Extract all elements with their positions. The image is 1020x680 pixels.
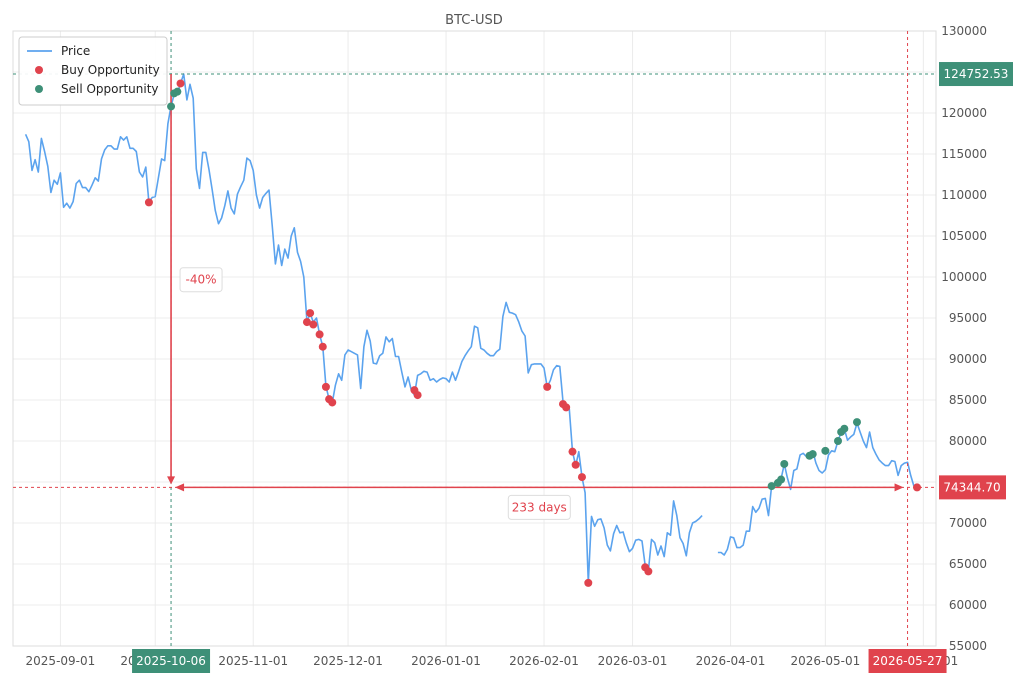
buy-marker — [321, 382, 330, 391]
legend-price-label: Price — [61, 44, 90, 58]
percent-change-box — [179, 267, 223, 293]
grid — [13, 30, 936, 647]
end-date-tag-label: 2026-05-27 — [873, 654, 943, 668]
buy-marker — [584, 578, 593, 587]
buy-marker — [315, 330, 324, 339]
buy-marker — [913, 483, 922, 492]
legend-sell-swatch — [35, 85, 43, 93]
sell-marker — [821, 446, 830, 455]
duration-arrowhead-left — [175, 483, 185, 492]
price-series — [24, 73, 918, 584]
x-tick-label: 2026-05-01 — [790, 654, 860, 668]
buy-marker — [176, 79, 185, 88]
y-tick-label: 60000 — [949, 598, 987, 612]
y-tick-label: 120000 — [941, 106, 987, 120]
sell-marker — [167, 102, 176, 111]
peak-price-tag-label: 124752.53 — [944, 67, 1009, 81]
duration-arrowhead-right — [894, 483, 904, 492]
sell-marker — [834, 437, 843, 445]
y-tick-label: 80000 — [949, 434, 987, 448]
plot-frame — [12, 30, 937, 647]
sell-marker — [852, 418, 861, 427]
buy-marker — [562, 403, 571, 412]
sell-marker — [767, 482, 776, 491]
duration-box — [507, 494, 571, 520]
end-date-tag — [868, 649, 947, 673]
y-tick-label: 55000 — [949, 639, 987, 653]
buy-marker — [577, 473, 586, 482]
x-tick-label: 2025-11-01 — [218, 654, 288, 668]
price-line — [24, 73, 703, 584]
sell-marker — [808, 450, 817, 459]
y-tick-label: 110000 — [941, 188, 987, 202]
buy-marker — [543, 382, 552, 391]
buy-marker — [413, 391, 422, 400]
buy-marker — [644, 567, 653, 576]
peak-price-tag — [939, 62, 1013, 87]
end-price-tag-label: 74344.70 — [943, 480, 1000, 494]
y-tick-label: 130000 — [941, 24, 987, 38]
x-tick-label: 2026-04-01 — [696, 654, 766, 668]
x-tick-label: 2025-12-01 — [313, 654, 383, 668]
duration-label: 233 days — [512, 500, 567, 514]
percent-change-label: -40% — [186, 273, 217, 287]
y-tick-label: 65000 — [949, 557, 987, 571]
price-change-arrowhead — [167, 476, 176, 485]
buy-marker — [309, 320, 318, 329]
y-tick-label: 85000 — [949, 393, 987, 407]
price-line — [717, 422, 918, 556]
y-tick-label: 70000 — [949, 516, 987, 530]
axis-tags: 124752.53 74344.70 2025-10-06 2026-05-27 — [132, 62, 1013, 673]
buy-marker — [144, 198, 153, 207]
x-tick-label: 2026-01-01 — [411, 654, 481, 668]
y-tick-label: 100000 — [941, 270, 987, 284]
end-price-tag — [939, 475, 1006, 500]
peak-date-tag — [132, 649, 211, 673]
x-tick-label: 2026-03-01 — [598, 654, 668, 668]
legend-buy-swatch — [35, 66, 43, 74]
buy-marker — [568, 447, 577, 456]
x-tick-label: 2026-02-01 — [509, 654, 579, 668]
y-tick-label: 95000 — [949, 311, 987, 325]
legend-sell-label: Sell Opportunity — [61, 82, 159, 96]
y-tick-label: 115000 — [941, 147, 987, 161]
buy-marker — [306, 309, 315, 318]
sell-marker — [777, 475, 786, 484]
legend: Price Buy Opportunity Sell Opportunity — [18, 36, 168, 106]
y-tick-label: 90000 — [949, 352, 987, 366]
x-tick-label: 2025-09-01 — [26, 654, 96, 668]
legend-buy-label: Buy Opportunity — [61, 63, 160, 77]
legend-box — [18, 36, 168, 106]
sell-marker — [173, 87, 182, 96]
buy-marker — [318, 342, 327, 351]
sell-marker — [840, 424, 849, 433]
buy-marker — [328, 398, 337, 407]
y-tick-label: 105000 — [941, 229, 987, 243]
signal-markers — [144, 79, 922, 587]
buy-marker — [571, 460, 580, 469]
buy-marker — [302, 318, 311, 327]
sell-marker — [780, 459, 789, 468]
chart-title: BTC-USD — [445, 13, 503, 28]
measure-annotation: -40% 233 days — [167, 74, 904, 520]
peak-date-tag-label: 2025-10-06 — [136, 654, 206, 668]
